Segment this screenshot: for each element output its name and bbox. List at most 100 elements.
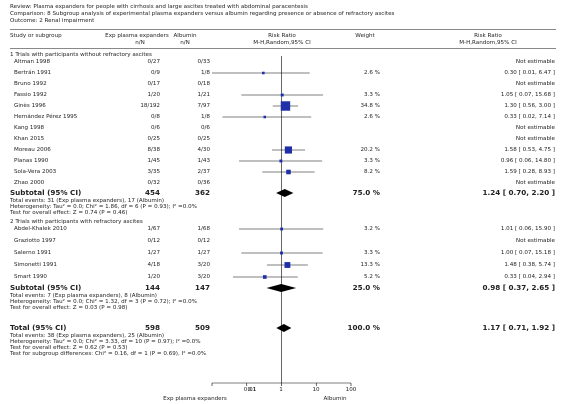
subtotal-albumin: 147 [194,283,210,292]
ci-text: Not estimable [515,59,555,65]
outcome-line: Outcome: 2 Renal impairment [10,18,95,24]
ci-text: 1.59 [ 0.28, 8.93 ] [504,169,555,175]
exp-events: 0/6 [150,125,160,131]
exp-events: 1/67 [147,226,160,232]
study-name: Zhao 2000 [14,180,45,186]
effect-marker [262,275,267,279]
ci-text: 1.58 [ 0.53, 4.75 ] [504,147,555,153]
study-name: Sola-Vera 2003 [14,169,57,175]
ci-text: 0.96 [ 0.06, 14.80 ] [500,158,555,164]
weight-value: 3.3 % [364,158,380,164]
exp-events: 8/38 [147,147,160,153]
ci-text: Not estimable [515,136,555,142]
group-note: Test for overall effect: Z = 0.74 (P = 0… [10,210,128,216]
subtotal-weight: 75.0 % [352,188,380,197]
subtotal-label: Subtotal (95% CI) [10,188,82,197]
study-name: Bertrán 1991 [14,70,52,76]
effect-marker [263,115,267,119]
total-note: Heterogeneity: Tau² = 0.0; Chi² = 3.33, … [10,339,201,345]
ci-text: Not estimable [515,180,555,186]
study-name: Simonetti 1991 [14,262,57,268]
header-albumin: Albumin [173,33,197,39]
ci-text: Not estimable [515,125,555,131]
ci-text: 0.33 [ 0.02, 7.14 ] [504,114,555,120]
ci-text: Not estimable [515,81,555,87]
header-risk-ratio-2-method: M-H,Random,95% CI [459,40,517,46]
albumin-events: 1/27 [197,250,210,256]
weight-value: 8.2 % [364,169,380,175]
header-top-rule [10,29,556,30]
exp-events: 0/9 [150,70,160,76]
axis-left-label: Exp plasma expanders [163,396,227,402]
total-exp: 598 [144,323,160,332]
subtotal-albumin: 362 [194,188,210,197]
weight-value: 3.3 % [364,92,380,98]
effect-marker [284,262,291,268]
subtotal-diamond [266,284,297,292]
group-note: Test for overall effect: Z = 0.03 (P = 0… [10,305,128,311]
albumin-events: 0/25 [197,136,210,142]
axis-tick-label: 1 [279,387,283,393]
study-name: Salerno 1991 [14,250,52,256]
study-name: Bruno 1992 [14,81,47,87]
albumin-events: 1/8 [200,114,210,120]
study-name: Moreau 2006 [14,147,51,153]
study-name: Ginès 1996 [14,103,46,109]
weight-value: 3.2 % [364,226,380,232]
weight-value: 3.3 % [364,250,380,256]
header-risk-ratio-method: M-H,Random,95% CI [253,40,311,46]
total-albumin: 509 [194,323,210,332]
exp-events: 0/17 [147,81,160,87]
exp-events: 1/27 [147,250,160,256]
albumin-events: 7/97 [197,103,210,109]
ci-text: 1.30 [ 0.56, 3.00 ] [504,103,555,109]
exp-events: 3/35 [147,169,160,175]
effect-marker [280,227,284,231]
subtotal-exp: 454 [144,188,160,197]
subtotal-ci-text: 0.98 [ 0.37, 2.65 ] [482,283,555,292]
albumin-events: 0/6 [200,125,210,131]
study-name: Khan 2015 [14,136,45,142]
group-title: 2 Trials with participants with refracto… [10,219,143,225]
weight-value: 5.2 % [364,274,380,280]
exp-events: 1/20 [147,274,160,280]
study-name: Planas 1990 [14,158,49,164]
study-name: Smart 1990 [14,274,47,280]
albumin-events: 4/30 [197,147,210,153]
exp-events: 0/12 [147,238,160,244]
effect-marker [280,251,283,255]
study-name: Altman 1998 [14,59,51,65]
ci-text: 0.30 [ 0.01, 6.47 ] [504,70,555,76]
axis-right-label: Albumin [323,396,347,402]
group-note: Heterogeneity: Tau² = 0.0; Chi² = 1.32, … [10,299,197,305]
albumin-events: 1/68 [197,226,210,232]
header-albumin-nn: n/N [180,40,190,46]
albumin-events: 2/37 [197,169,210,175]
subtotal-diamond [276,189,294,197]
total-label: Total (95% CI) [10,323,67,332]
exp-events: 4/18 [147,262,160,268]
header-study: Study or subgroup [10,33,62,39]
effect-marker [280,101,291,111]
albumin-events: 3/20 [197,274,210,280]
weight-value: 2.6 % [364,70,380,76]
weight-value: 34.8 % [360,103,380,109]
albumin-events: 1/8 [200,70,210,76]
exp-events: 1/45 [147,158,160,164]
axis-tick-label: 0.1 [247,387,257,393]
total-note: Total events: 38 (Exp plasma expanders),… [10,333,165,339]
header-weight: Weight [355,33,375,39]
axis-tick-label: 0.01 [243,387,257,393]
effect-marker [279,159,283,163]
weight-value: 2.6 % [364,114,380,120]
total-diamond [276,324,292,332]
study-name: Graziotto 1997 [14,238,56,244]
ci-text: 1.05 [ 0.07, 15.68 ] [500,92,555,98]
axis-tick-label: 100 [345,387,357,393]
comparison-line: Comparison: 8 Subgroup analysis of exper… [10,11,395,17]
effect-marker [286,169,291,175]
subtotal-weight: 25.0 % [352,283,380,292]
ci-text: Not estimable [515,238,555,244]
study-name: Fassio 1992 [14,92,47,98]
